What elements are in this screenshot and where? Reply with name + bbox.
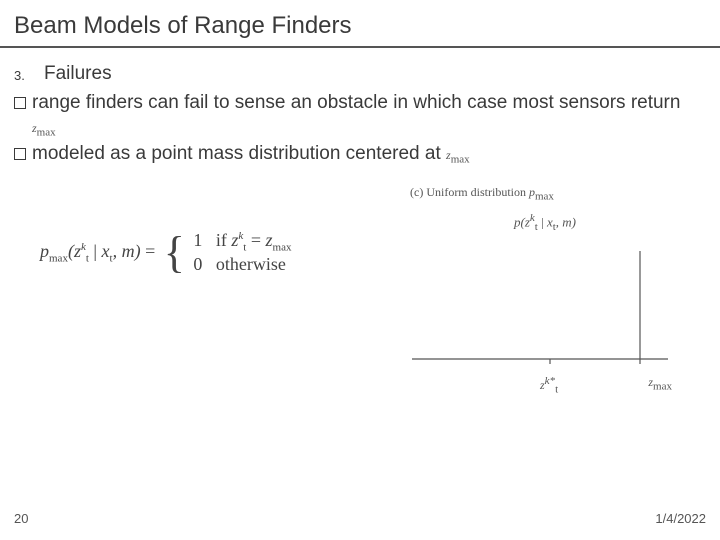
bullet-2: modeled as a point mass distribution cen… [14, 142, 706, 167]
equation: pmax(zkt | xt, m) = { 1 if zkt = zmax 0 … [40, 230, 291, 275]
graph-area: (c) Uniform distribution pmax p(zkt | xt… [410, 185, 680, 396]
brace-icon: { [164, 235, 185, 270]
zmax-inline-1: zmax [32, 121, 56, 135]
graph-probability-label: p(zkt | xt, m) [410, 212, 680, 233]
list-number: 3. [14, 62, 32, 87]
graph-caption: (c) Uniform distribution pmax [410, 185, 680, 202]
axis-labels: zk*t zmax [410, 371, 680, 395]
content-area: 3. Failures range finders can fail to se… [0, 58, 720, 167]
graph-plot [410, 241, 670, 371]
equation-cases: 1 if zkt = zmax 0 otherwise [193, 230, 291, 275]
bullet-1-text: range finders can fail to sense an obsta… [32, 91, 706, 140]
axis-label-zstar: zk*t [540, 375, 558, 395]
zmax-inline-2: zmax [446, 148, 470, 162]
page-number: 20 [14, 511, 28, 526]
numbered-item: 3. Failures [14, 62, 706, 87]
slide-title: Beam Models of Range Finders [0, 0, 720, 48]
checkbox-icon [14, 148, 26, 160]
slide-date: 1/4/2022 [655, 511, 706, 526]
case-1: 1 if zkt = zmax [193, 230, 291, 254]
bullet-2-text: modeled as a point mass distribution cen… [32, 142, 706, 167]
bullet-2-pre: modeled as a point mass distribution cen… [32, 143, 441, 164]
list-heading: Failures [44, 62, 112, 87]
bullet-1: range finders can fail to sense an obsta… [14, 91, 706, 140]
graph-svg [410, 241, 670, 371]
case-2: 0 otherwise [193, 254, 291, 275]
checkbox-icon [14, 97, 26, 109]
axis-label-zmax: zmax [648, 375, 672, 395]
bullet-1-pre: range finders can fail to sense an obsta… [32, 92, 680, 113]
equation-lhs: pmax(zkt | xt, m) = [40, 241, 155, 265]
